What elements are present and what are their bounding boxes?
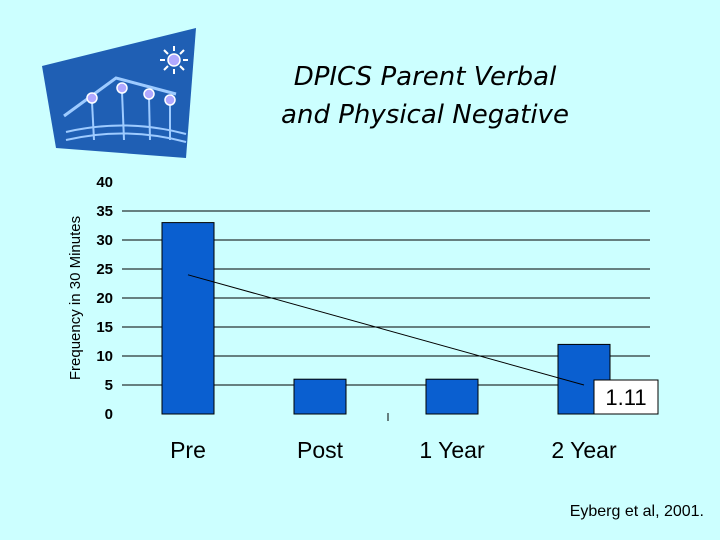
bar-post bbox=[293, 378, 347, 415]
y-tick-label: 25 bbox=[96, 261, 113, 278]
x-tick-label: 1 Year bbox=[419, 437, 485, 463]
house-sun-logo-icon bbox=[42, 28, 196, 158]
annotation-label: 1.11 bbox=[605, 385, 646, 410]
y-tick-label: 0 bbox=[105, 406, 113, 423]
x-tick-label: 2 Year bbox=[551, 437, 617, 463]
y-axis-ticks: 0 5 10 15 20 25 30 35 40 bbox=[96, 174, 113, 423]
chart-title-line-1: DPICS Parent Verbal bbox=[293, 62, 557, 92]
x-axis-ticks: Pre Post 1 Year 2 Year bbox=[170, 437, 617, 463]
chart-title-line-2: and Physical Negative bbox=[281, 100, 569, 130]
y-tick-label: 40 bbox=[96, 174, 113, 191]
chart-title: DPICS Parent Verbal and Physical Negativ… bbox=[230, 58, 620, 134]
annotation-box bbox=[593, 379, 659, 415]
bar-pre bbox=[161, 222, 215, 415]
y-tick-label: 20 bbox=[96, 290, 113, 307]
y-tick-label: 35 bbox=[96, 203, 113, 220]
y-tick-label: 10 bbox=[96, 348, 113, 365]
bar-1-year bbox=[425, 378, 479, 415]
y-tick-label: 30 bbox=[96, 232, 113, 249]
x-tick-label: Post bbox=[297, 437, 344, 463]
y-tick-label: 5 bbox=[105, 377, 113, 394]
x-tick-label: Pre bbox=[170, 437, 206, 463]
citation: Eyberg et al, 2001. bbox=[569, 503, 704, 520]
y-axis-label: Frequency in 30 Minutes bbox=[67, 216, 84, 380]
y-tick-label: 15 bbox=[96, 319, 113, 336]
trend-line bbox=[187, 274, 585, 386]
